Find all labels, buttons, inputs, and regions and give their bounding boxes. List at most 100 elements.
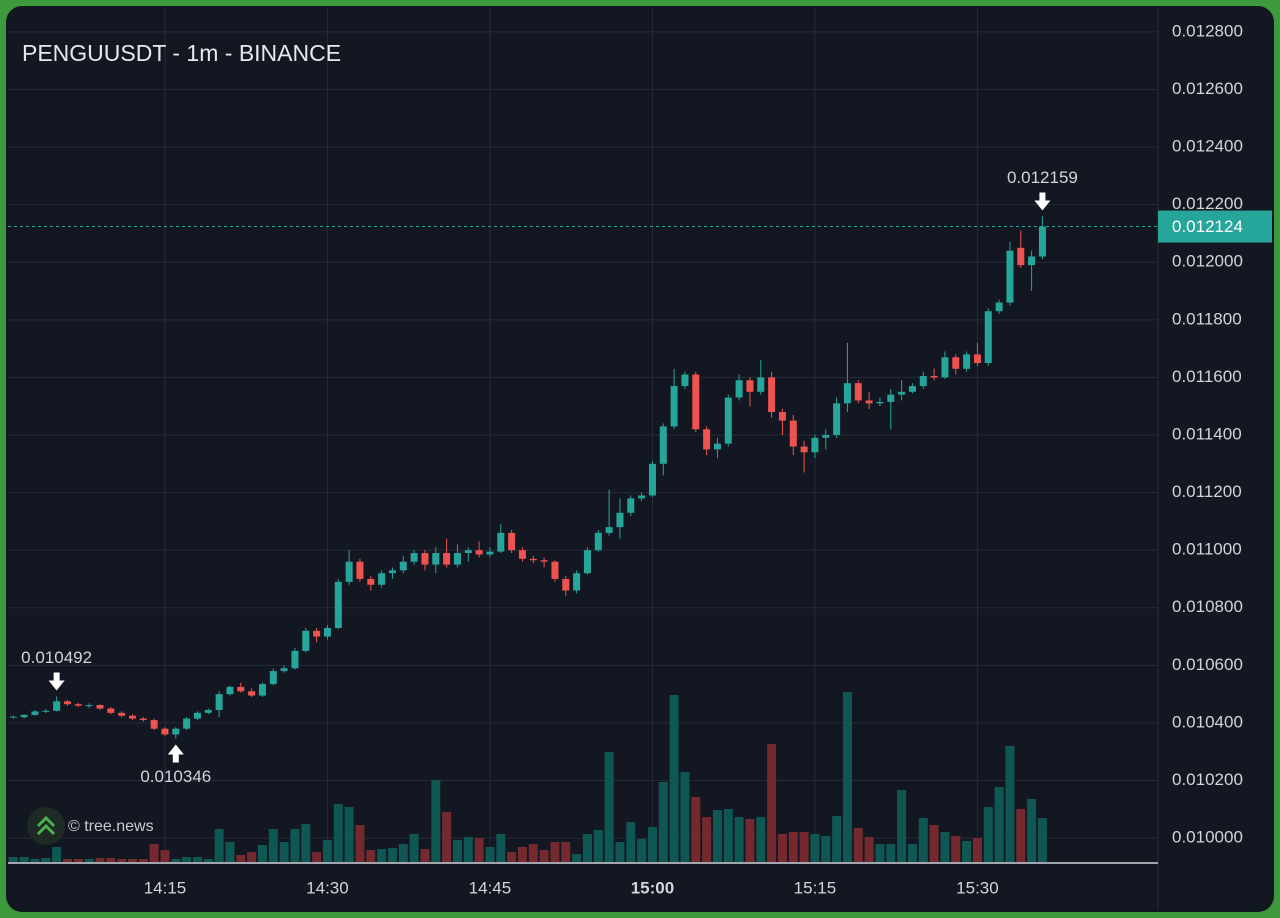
candle-body xyxy=(540,560,548,562)
volume-bar xyxy=(994,787,1004,862)
candle-body xyxy=(367,578,375,585)
volume-bar xyxy=(106,858,116,862)
y-tick-label: 0.012000 xyxy=(1172,252,1243,271)
volume-bar xyxy=(550,842,560,862)
y-tick-label: 0.011000 xyxy=(1172,540,1242,559)
volume-bar xyxy=(8,857,18,862)
candle-body xyxy=(1017,247,1025,266)
volume-bar xyxy=(734,817,744,862)
y-tick-label: 0.012200 xyxy=(1172,194,1243,213)
volume-bar xyxy=(95,858,105,862)
candle-body xyxy=(876,401,884,404)
candle-body xyxy=(150,720,158,729)
volume-bar xyxy=(127,859,137,862)
volume-bar xyxy=(615,842,625,862)
last-price-label: 0.012124 xyxy=(1172,217,1243,236)
volume-bar xyxy=(702,817,712,862)
candle-body xyxy=(800,446,808,453)
candle-layer xyxy=(9,216,1046,739)
candle-body xyxy=(833,403,841,435)
volume-bar xyxy=(582,834,592,862)
volume-bar xyxy=(160,850,170,862)
candle-body xyxy=(497,532,505,552)
candle-body xyxy=(952,357,960,369)
candle-body xyxy=(757,377,765,392)
candle-body xyxy=(204,709,212,713)
volume-bar xyxy=(182,857,192,862)
candle-body xyxy=(865,400,873,404)
candle-body xyxy=(648,463,656,496)
candle-body xyxy=(843,383,851,404)
candle-body xyxy=(215,694,223,710)
candle-body xyxy=(898,391,906,395)
candle-body xyxy=(518,550,526,559)
y-tick-label: 0.012600 xyxy=(1172,79,1243,98)
candle-body xyxy=(410,553,418,562)
candle-body xyxy=(161,728,169,735)
candle-body xyxy=(583,550,591,574)
candle-body xyxy=(594,532,602,551)
volume-bar xyxy=(214,829,224,862)
chart-background xyxy=(6,6,1274,912)
x-tick-label: 15:30 xyxy=(956,878,999,897)
candle-body xyxy=(1028,256,1036,266)
volume-bar xyxy=(225,842,235,862)
volume-bar xyxy=(171,859,181,862)
grid xyxy=(8,8,1158,862)
volume-bar xyxy=(496,834,506,862)
candle-body xyxy=(1038,226,1046,257)
volume-bar xyxy=(355,825,365,862)
volume-bar xyxy=(442,812,452,862)
volume-bar xyxy=(853,828,863,862)
volume-bar xyxy=(658,782,668,862)
candle-body xyxy=(378,573,386,585)
y-tick-label: 0.010600 xyxy=(1172,655,1243,674)
candle-body xyxy=(778,411,786,421)
candle-body xyxy=(822,435,830,438)
candle-body xyxy=(20,714,28,718)
candle-body xyxy=(486,551,494,555)
candle-body xyxy=(96,705,104,709)
y-tick-label: 0.010200 xyxy=(1172,770,1243,789)
candle-body xyxy=(681,374,689,387)
volume-bar xyxy=(463,837,473,862)
candle-body xyxy=(432,553,440,565)
volume-bar xyxy=(19,857,29,862)
volume-bar xyxy=(810,834,820,862)
candle-body xyxy=(475,550,483,555)
volume-bar xyxy=(951,836,961,862)
candle-body xyxy=(128,715,136,719)
candle-body xyxy=(984,311,992,364)
volume-bar xyxy=(485,847,495,862)
volume-bar xyxy=(301,824,311,862)
candle-body xyxy=(9,716,17,718)
candle-body xyxy=(573,573,581,591)
candle-body xyxy=(930,375,938,378)
candle-body xyxy=(226,686,234,695)
volume-bar xyxy=(723,809,733,862)
y-tick-label: 0.011800 xyxy=(1172,309,1242,328)
volume-bar xyxy=(366,850,376,862)
volume-bar xyxy=(886,844,896,862)
candle-body xyxy=(616,512,624,528)
candle-body xyxy=(31,711,39,715)
candle-body xyxy=(313,630,321,637)
candle-body xyxy=(443,553,451,565)
volume-bar xyxy=(387,848,397,862)
y-tick-label: 0.010800 xyxy=(1172,597,1243,616)
candle-body xyxy=(1006,250,1014,303)
volume-bar xyxy=(756,817,766,862)
candle-body xyxy=(941,357,949,378)
overlay-layer: 0.012124 0.010492 0.010346 0.012159 xyxy=(8,168,1272,786)
candle-body xyxy=(193,712,201,719)
candle-body xyxy=(605,527,613,533)
candle-body xyxy=(248,691,256,696)
candle-body xyxy=(551,561,559,579)
y-tick-label: 0.011200 xyxy=(1172,482,1242,501)
volume-bar xyxy=(312,852,322,862)
volume-bar xyxy=(647,827,657,862)
candle-body xyxy=(107,708,115,713)
candle-body xyxy=(670,386,678,427)
y-tick-label: 0.010000 xyxy=(1172,828,1243,847)
volume-bar xyxy=(1016,809,1026,862)
